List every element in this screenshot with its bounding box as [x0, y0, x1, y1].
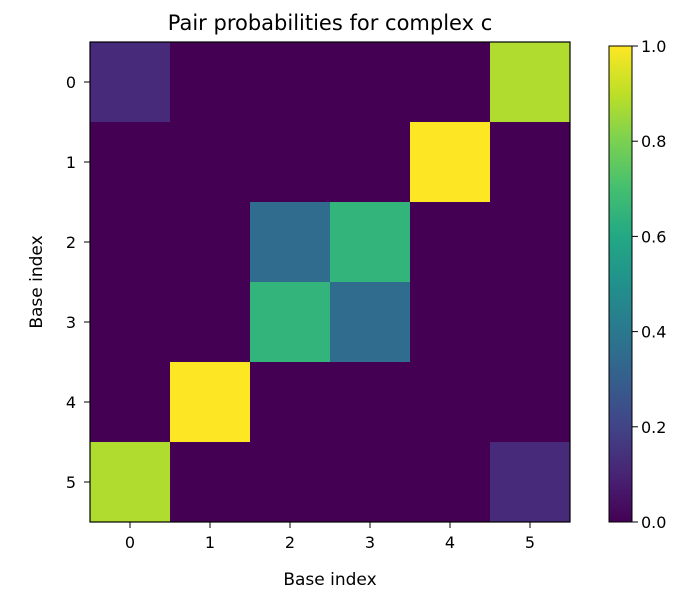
- y-tick-label: 2: [66, 233, 76, 252]
- heatmap-cell: [410, 202, 491, 283]
- heatmap-cell: [90, 42, 171, 123]
- heatmap-cell: [330, 362, 411, 443]
- heatmap-cell: [170, 442, 251, 523]
- heatmap-cell: [490, 122, 571, 203]
- heatmap-cell: [330, 282, 411, 363]
- colorbar-tick-label: 0.4: [641, 323, 666, 342]
- y-tick-label: 3: [66, 313, 76, 332]
- heatmap-cell: [410, 442, 491, 523]
- heatmap-cells: [90, 42, 571, 523]
- heatmap-cell: [410, 362, 491, 443]
- heatmap-cell: [490, 362, 571, 443]
- x-axis-label: Base index: [283, 570, 376, 590]
- heatmap-cell: [250, 442, 331, 523]
- x-tick-label: 5: [525, 533, 535, 552]
- colorbar-tick-label: 0.0: [641, 513, 666, 532]
- heatmap-cell: [410, 42, 491, 123]
- heatmap-cell: [490, 202, 571, 283]
- y-tick-label: 1: [66, 153, 76, 172]
- x-tick-label: 1: [205, 533, 215, 552]
- heatmap-cell: [410, 282, 491, 363]
- heatmap-cell: [90, 442, 171, 523]
- x-tick-label: 3: [365, 533, 375, 552]
- x-tick-label: 2: [285, 533, 295, 552]
- y-tick-label: 0: [66, 73, 76, 92]
- heatmap-cell: [170, 202, 251, 283]
- heatmap-cell: [490, 282, 571, 363]
- colorbar-tick-label: 1.0: [641, 37, 666, 56]
- x-axis: 0 1 2 3 4 5: [125, 522, 535, 552]
- heatmap-cell: [410, 122, 491, 203]
- colorbar-tick-label: 0.8: [641, 132, 666, 151]
- y-tick-label: 5: [66, 473, 76, 492]
- heatmap-cell: [330, 42, 411, 123]
- heatmap-cell: [170, 122, 251, 203]
- heatmap-cell: [330, 442, 411, 523]
- x-tick-label: 4: [445, 533, 455, 552]
- heatmap-cell: [170, 362, 251, 443]
- colorbar-tick-label: 0.2: [641, 418, 666, 437]
- heatmap-cell: [250, 42, 331, 123]
- heatmap-cell: [490, 442, 571, 523]
- heatmap-cell: [250, 362, 331, 443]
- chart-title: Pair probabilities for complex c: [168, 11, 493, 35]
- y-axis: 0 1 2 3 4 5: [66, 73, 90, 492]
- heatmap-cell: [250, 122, 331, 203]
- heatmap-cell: [90, 122, 171, 203]
- y-axis-label: Base index: [27, 235, 47, 328]
- heatmap-cell: [250, 282, 331, 363]
- heatmap-cell: [170, 42, 251, 123]
- heatmap-cell: [330, 122, 411, 203]
- heatmap-cell: [490, 42, 571, 123]
- y-tick-label: 4: [66, 393, 76, 412]
- heatmap-cell: [250, 202, 331, 283]
- colorbar-ticks: 0.0 0.2 0.4 0.6 0.8 1.0: [632, 37, 666, 532]
- heatmap-cell: [90, 202, 171, 283]
- plot-frame: [89, 41, 571, 523]
- heatmap-cell: [90, 282, 171, 363]
- x-tick-label: 0: [125, 533, 135, 552]
- colorbar: [608, 45, 633, 523]
- heatmap-cell: [90, 362, 171, 443]
- colorbar-tick-label: 0.6: [641, 227, 666, 246]
- heatmap-cell: [170, 282, 251, 363]
- heatmap-cell: [330, 202, 411, 283]
